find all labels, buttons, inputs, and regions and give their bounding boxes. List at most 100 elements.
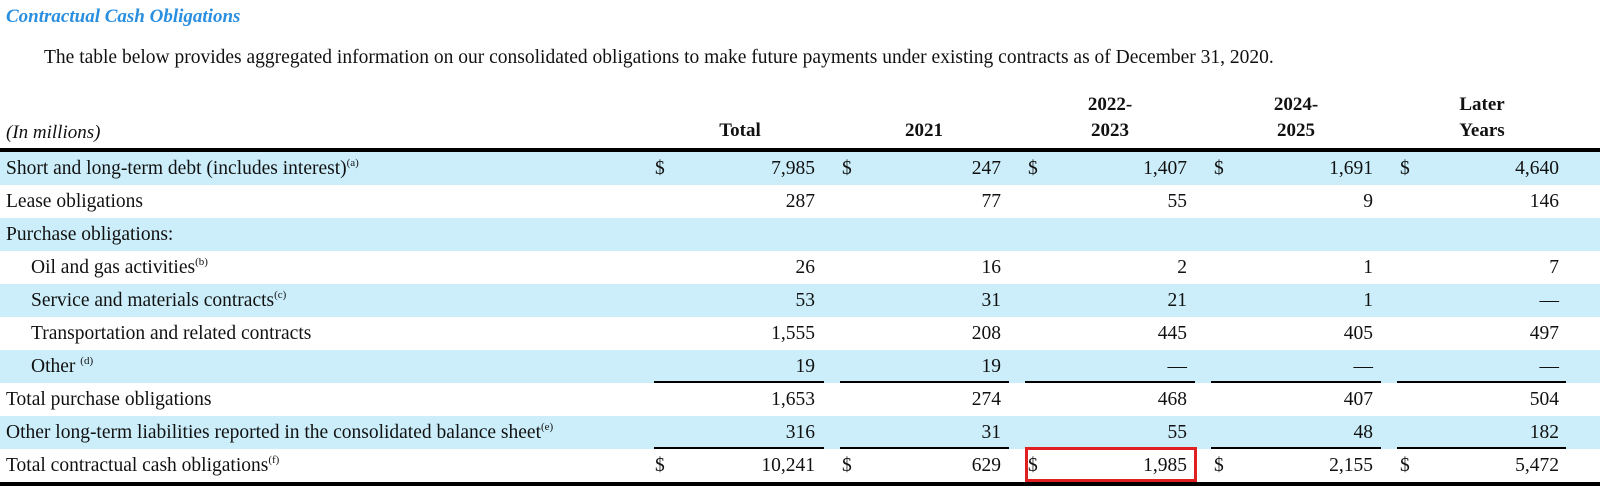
row-label: Total contractual cash obligations(f) <box>6 454 280 477</box>
cell-value: 77 <box>981 191 1002 212</box>
cell-value: 629 <box>971 455 1001 476</box>
footnote-marker: (b) <box>195 256 208 268</box>
cell-value: 19 <box>795 356 816 377</box>
cell-value: 48 <box>1353 422 1374 443</box>
cell-value: 9 <box>1363 191 1373 212</box>
col-header-2024-2025: 2024- 2025 <box>1256 92 1336 144</box>
cell-value: 407 <box>1343 389 1373 410</box>
table-row: Total contractual cash obligations(f) $10… <box>0 449 1600 486</box>
table-body: Short and long-term debt (includes inter… <box>0 152 1600 486</box>
cell-value: 7,985 <box>771 158 815 179</box>
currency-symbol: $ <box>655 455 665 476</box>
row-label: Other (d) <box>31 355 94 378</box>
cell-value: 31 <box>981 422 1002 443</box>
table-row: Short and long-term debt (includes inter… <box>0 152 1600 185</box>
subtotal-underline <box>1397 381 1566 383</box>
cell-value: 16 <box>981 257 1002 278</box>
cell-value: 26 <box>795 257 816 278</box>
cell-value: — <box>1539 356 1560 377</box>
cell-value: 7 <box>1549 257 1559 278</box>
cell-value: 1 <box>1363 290 1373 311</box>
row-label: Purchase obligations: <box>6 224 174 245</box>
cell-value: 405 <box>1343 323 1373 344</box>
cell-value: — <box>1167 356 1188 377</box>
table-row: Other (d) 19 19 — — — <box>0 350 1600 383</box>
cell-value: 1,653 <box>771 389 815 410</box>
currency-symbol: $ <box>842 455 852 476</box>
cell-value: 247 <box>971 158 1001 179</box>
currency-symbol: $ <box>1400 158 1410 179</box>
cell-value: 53 <box>795 290 816 311</box>
cell-value: 2,155 <box>1329 455 1373 476</box>
col-header-text: 2022- 2023 <box>1087 94 1133 141</box>
footnote-marker: (c) <box>274 289 287 301</box>
table-header: (In millions) Total 2021 2022- 2023 2024-… <box>0 88 1600 152</box>
table-row: Purchase obligations: <box>0 218 1600 251</box>
col-header-2021: 2021 <box>884 118 964 144</box>
table-row: Total purchase obligations 1,653 274 468 407… <box>0 383 1600 416</box>
cell-value: 55 <box>1167 422 1188 443</box>
col-header-2022-2023: 2022- 2023 <box>1070 92 1150 144</box>
row-label: Transportation and related contracts <box>31 323 312 344</box>
cell-value: 5,472 <box>1515 455 1559 476</box>
cell-value: 445 <box>1157 323 1187 344</box>
footnote-marker: (e) <box>540 421 554 433</box>
row-label: Oil and gas activities(b) <box>31 256 208 279</box>
cell-value: 504 <box>1529 389 1559 410</box>
cell-value: 146 <box>1529 191 1559 212</box>
row-label: Lease obligations <box>6 191 144 212</box>
cell-value: 182 <box>1529 422 1559 443</box>
cell-value: 1,985 <box>1143 455 1187 476</box>
subtotal-underline <box>1025 381 1195 383</box>
subtotal-underline <box>1397 447 1566 449</box>
cell-value: 497 <box>1529 323 1559 344</box>
subtotal-underline <box>1211 381 1381 383</box>
intro-text: The table below provides aggregated info… <box>44 47 1274 68</box>
col-header-text: 2021 <box>905 120 943 141</box>
col-header-text: Total <box>719 120 761 141</box>
footnote-marker: (d) <box>80 355 94 367</box>
footnote-marker: (a) <box>346 157 359 169</box>
cell-value: 1,691 <box>1329 158 1373 179</box>
col-header-total: Total <box>700 118 780 144</box>
units-label: (In millions) <box>6 122 101 143</box>
cell-value: 19 <box>981 356 1002 377</box>
table-row: Transportation and related contracts 1,55… <box>0 317 1600 350</box>
subtotal-underline <box>1211 447 1381 449</box>
currency-symbol: $ <box>842 158 852 179</box>
cell-value: 21 <box>1167 290 1188 311</box>
col-header-later-years: Later Years <box>1442 92 1522 144</box>
section-title: Contractual Cash Obligations <box>6 6 241 27</box>
row-label: Service and materials contracts(c) <box>31 289 287 312</box>
cell-value: 10,241 <box>761 455 815 476</box>
cell-value: — <box>1353 356 1374 377</box>
cell-value: 55 <box>1167 191 1188 212</box>
currency-symbol: $ <box>1214 455 1224 476</box>
table-row: Oil and gas activities(b) 26 16 2 1 7 <box>0 251 1600 284</box>
subtotal-underline <box>654 447 824 449</box>
cell-value: 287 <box>785 191 815 212</box>
col-header-text: 2024- 2025 <box>1273 94 1319 141</box>
cell-value: 1 <box>1363 257 1373 278</box>
cell-value: 2 <box>1177 257 1187 278</box>
obligations-table: (In millions) Total 2021 2022- 2023 2024-… <box>0 88 1600 486</box>
footnote-marker: (f) <box>268 454 280 466</box>
currency-symbol: $ <box>1214 158 1224 179</box>
subtotal-underline <box>840 381 1009 383</box>
cell-value: — <box>1539 290 1560 311</box>
cell-value: 1,407 <box>1143 158 1187 179</box>
currency-symbol: $ <box>1028 158 1038 179</box>
subtotal-underline <box>654 381 824 383</box>
cell-value: 274 <box>971 389 1001 410</box>
table-row: Service and materials contracts(c) 53 31 21… <box>0 284 1600 317</box>
highlight-box <box>1025 447 1197 482</box>
row-label: Short and long-term debt (includes inter… <box>6 157 359 180</box>
cell-value: 208 <box>971 323 1001 344</box>
table-row: Lease obligations 287 77 55 9 146 <box>0 185 1600 218</box>
cell-value: 1,555 <box>771 323 815 344</box>
table-row: Other long-term liabilities reported in … <box>0 416 1600 449</box>
row-label: Total purchase obligations <box>6 389 212 410</box>
currency-symbol: $ <box>655 158 665 179</box>
row-label: Other long-term liabilities reported in … <box>6 421 554 444</box>
cell-value: 468 <box>1157 389 1187 410</box>
